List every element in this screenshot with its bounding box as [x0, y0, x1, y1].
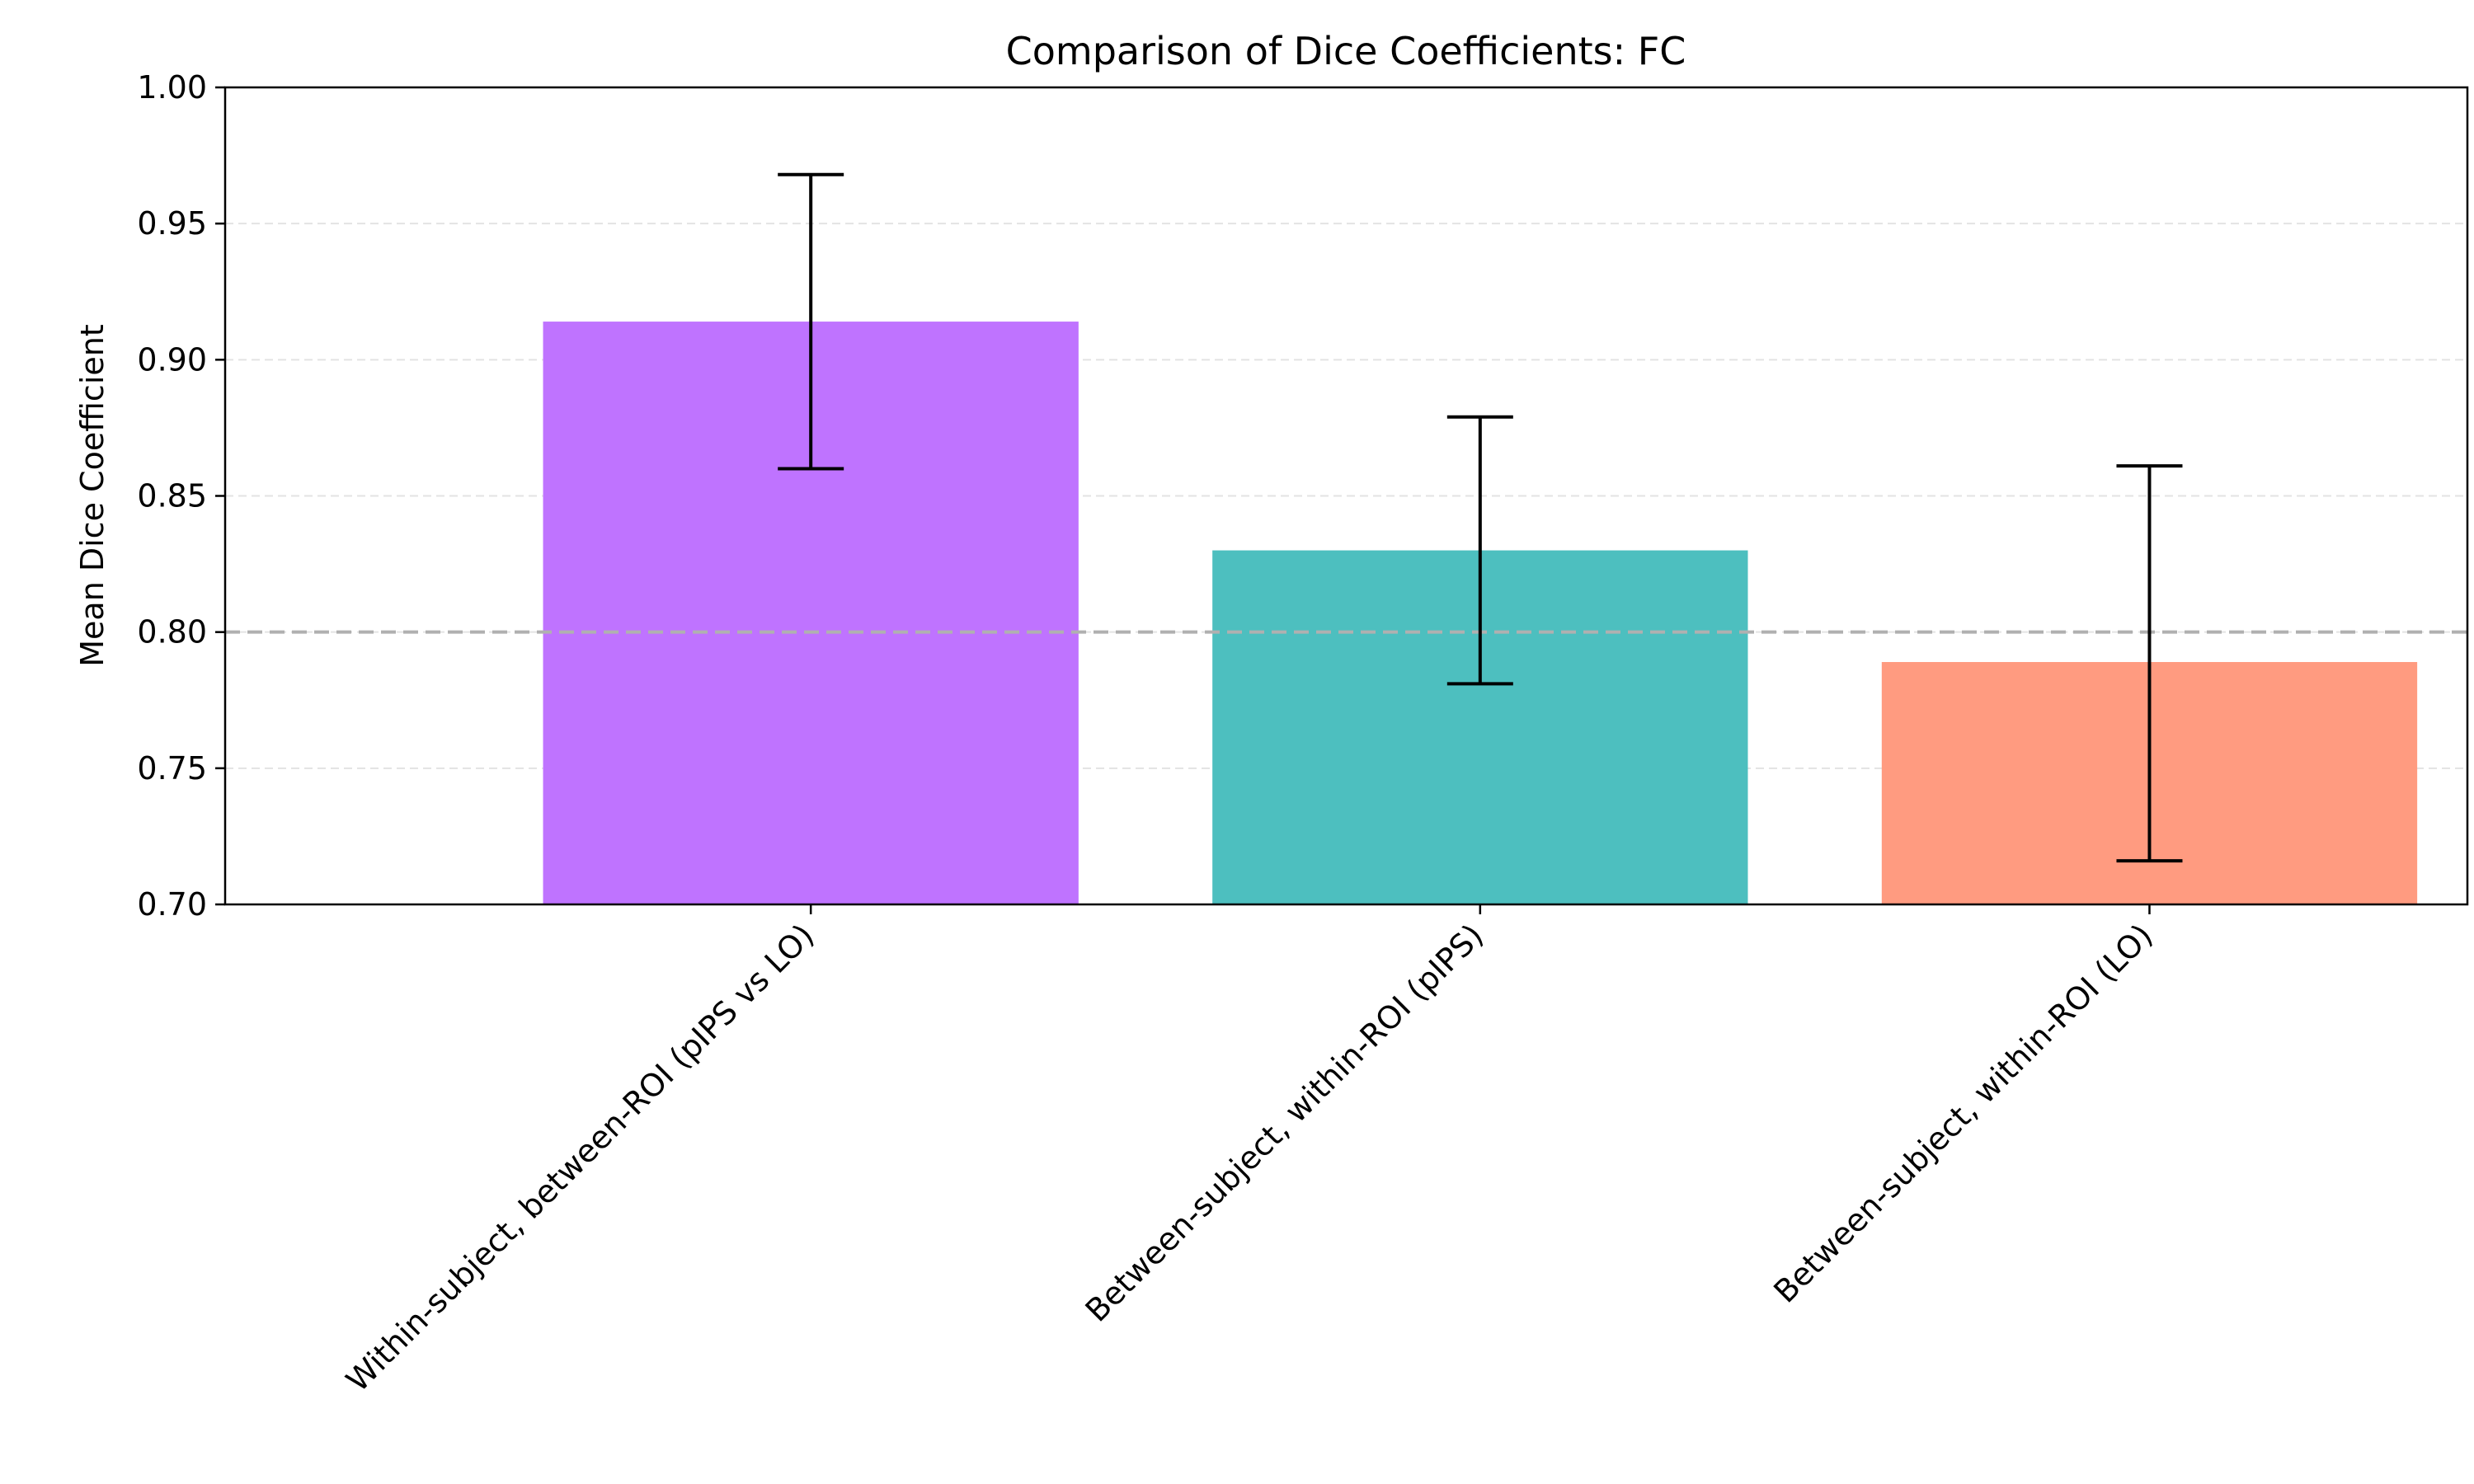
x-tick-label: Between-subject, within-ROI (pIPS)	[1079, 917, 1491, 1329]
y-tick-label: 0.75	[137, 750, 207, 787]
x-axis-ticks: Within-subject, between-ROI (pIPS vs LO)…	[339, 904, 2160, 1399]
y-axis-ticks: 0.70 0.75 0.80 0.85 0.90 0.95 1.00	[137, 69, 225, 923]
y-tick-label: 0.90	[137, 341, 207, 378]
x-tick-label: Within-subject, between-ROI (pIPS vs LO)	[339, 917, 821, 1398]
y-axis-label: Mean Dice Coefficient	[74, 324, 111, 667]
y-tick-label: 0.70	[137, 886, 207, 923]
y-tick-label: 0.95	[137, 205, 207, 242]
x-tick-label: Between-subject, within-ROI (LO)	[1766, 917, 2159, 1309]
y-tick-label: 0.85	[137, 478, 207, 514]
y-tick-label: 1.00	[137, 69, 207, 106]
error-bars	[778, 172, 2183, 863]
chart-title: Comparison of Dice Coefficients: FC	[1006, 29, 1686, 73]
y-tick-label: 0.80	[137, 614, 207, 650]
